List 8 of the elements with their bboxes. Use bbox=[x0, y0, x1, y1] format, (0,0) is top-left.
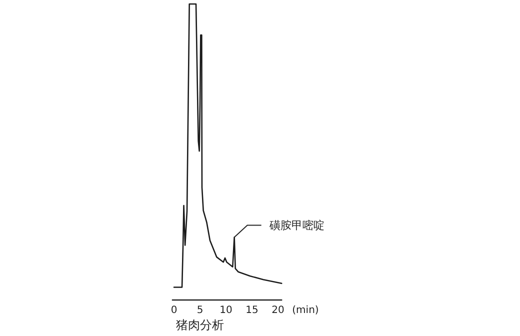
x-tick-label: 0 bbox=[170, 305, 178, 316]
x-axis-title: (min) bbox=[292, 305, 319, 316]
x-tick-label: 10 bbox=[220, 305, 232, 316]
annotation: 磺胺甲嘧啶 bbox=[268, 219, 324, 232]
x-tick-label: 15 bbox=[246, 305, 258, 316]
text: 猪肉分析 bbox=[176, 318, 224, 332]
x-tick-label: 20 bbox=[272, 305, 284, 316]
x-tick-label: 5 bbox=[196, 305, 204, 316]
